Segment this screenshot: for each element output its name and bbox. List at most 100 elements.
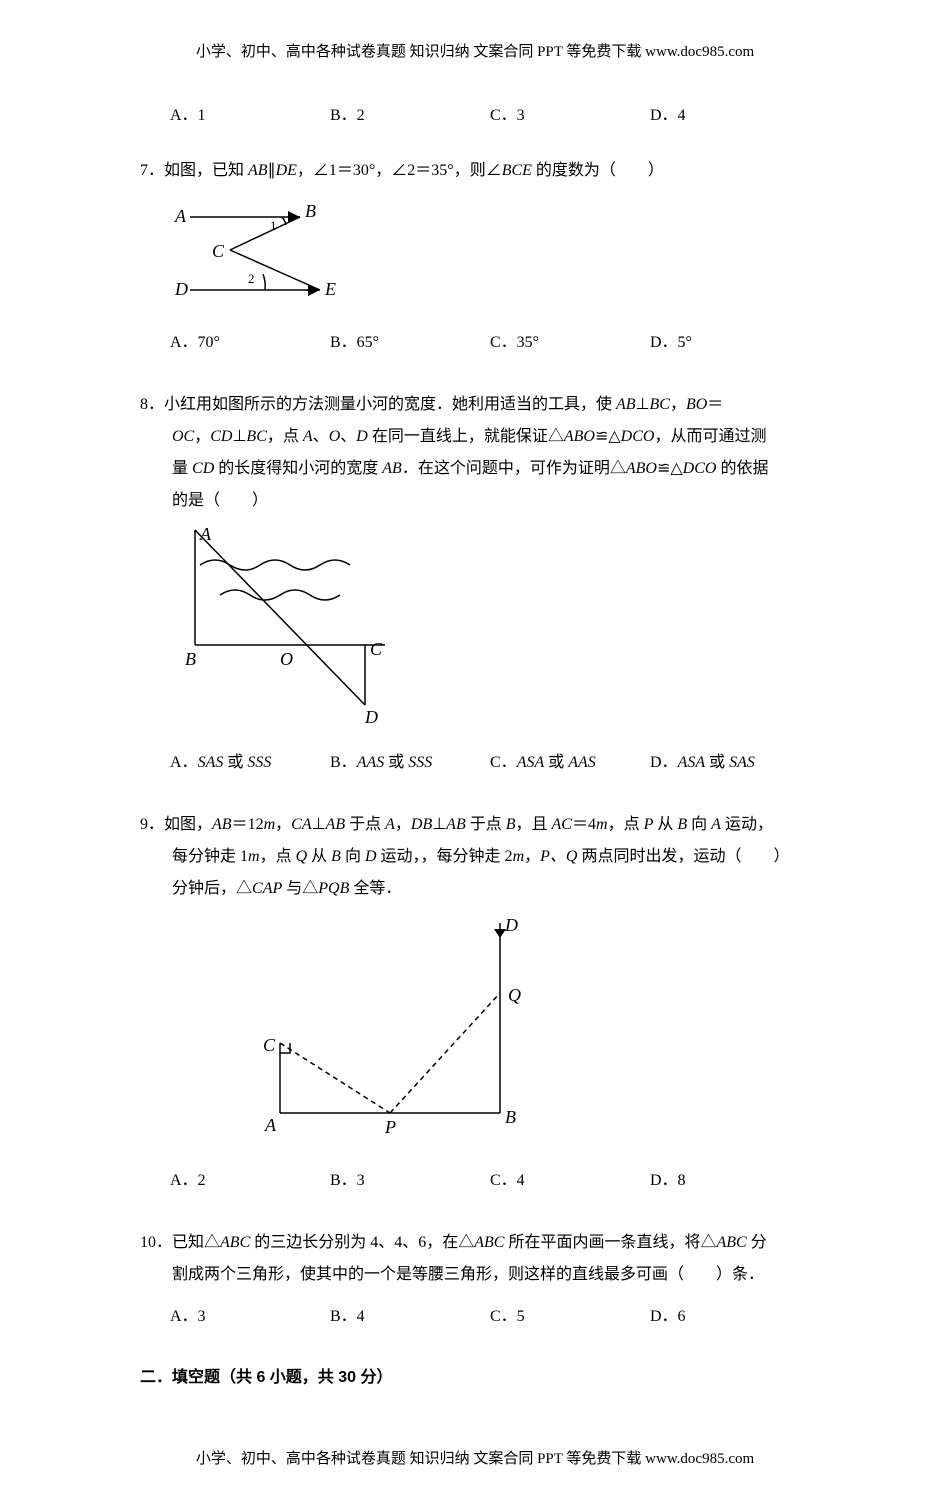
q8-b-label: B．	[330, 754, 357, 771]
q9-a2: A	[711, 816, 721, 833]
q8-svg: A B O C D	[170, 525, 410, 725]
q7-opt-b: B．65°	[330, 327, 490, 359]
q10-opt-d: D．6	[650, 1301, 810, 1333]
svg-text:C: C	[370, 639, 383, 659]
q8-tri: △	[608, 428, 620, 445]
q10-l1mid: 的三边长分别为 4、4、6，在△	[250, 1234, 474, 1251]
q10-opt-b: B．4	[330, 1301, 490, 1333]
q8-ab: AB	[616, 396, 636, 413]
q9-l1tail: 运动，	[721, 816, 773, 833]
q8-asa-d: ASA	[678, 754, 706, 771]
svg-text:B: B	[185, 649, 196, 669]
svg-text:P: P	[384, 1117, 396, 1137]
q8-sas-a: SAS	[198, 754, 224, 771]
q8-oc: OC	[172, 428, 194, 445]
q7-de: DE	[276, 162, 297, 179]
q7-tail: 的度数为（ ）	[532, 162, 664, 179]
q8-l2tail: ，从而可通过测	[654, 428, 766, 445]
q8-l3mid2: ．在这个问题中，可作为证明△	[402, 460, 626, 477]
q9-ac: AC	[552, 816, 572, 833]
q7-options: A．70° B．65° C．35° D．5°	[140, 327, 810, 359]
svg-text:A: A	[264, 1115, 277, 1135]
q8-l1: 8．小红用如图所示的方法测量小河的宽度．她利用适当的工具，使 AB⊥BC，BO＝	[140, 389, 810, 421]
svg-text:A: A	[174, 206, 187, 226]
q9-l3tail: 全等．	[349, 880, 401, 897]
q9-m4: m	[513, 848, 525, 865]
svg-text:B: B	[505, 1107, 516, 1127]
q9-pqb: PQB	[318, 880, 349, 897]
q9-b2: B	[677, 816, 687, 833]
q8-l3: 量 CD 的长度得知小河的宽度 AB．在这个问题中，可作为证明△ABO≌△DCO…	[140, 453, 810, 485]
q9-ab: AB	[212, 816, 232, 833]
q10-l1tail: 分	[747, 1234, 767, 1251]
q8-l3mid: 的长度得知小河的宽度	[214, 460, 382, 477]
q8-sas-d: SAS	[729, 754, 755, 771]
svg-text:E: E	[324, 279, 336, 299]
q10-l1: 10．已知△ABC 的三边长分别为 4、4、6，在△ABC 所在平面内画一条直线…	[140, 1227, 810, 1259]
q9-l1mid3b: ，点	[260, 848, 296, 865]
q8-aas-c: AAS	[568, 754, 596, 771]
q8-opt-c: C．ASA 或 AAS	[490, 747, 650, 779]
q9-l2mid2: ，	[524, 848, 540, 865]
q9-opt-a: A．2	[170, 1165, 330, 1197]
q8-cong: ≌	[595, 428, 608, 445]
q8-c-label: C．	[490, 754, 517, 771]
q9-diagram: A B C D Q P	[260, 913, 810, 1155]
q7-bce: BCE	[502, 162, 532, 179]
q7-opt-a: A．70°	[170, 327, 330, 359]
q8-l3cd: CD	[192, 460, 214, 477]
q6-options: A．1 B．2 C．3 D．4	[140, 101, 810, 125]
q9-p: P	[644, 816, 654, 833]
q8-o: O	[329, 428, 341, 445]
q7-opt-d: D．5°	[650, 327, 810, 359]
q9-ca: CA	[291, 816, 311, 833]
q8-asa-c: ASA	[517, 754, 545, 771]
q7-opt-c: C．35°	[490, 327, 650, 359]
q8-diagram: A B O C D	[170, 525, 810, 737]
q9-perp2: ⊥	[432, 816, 446, 833]
q7: 7．如图，已知 AB∥DE，∠1＝30°，∠2＝35°，则∠BCE 的度数为（ …	[140, 155, 810, 359]
q8-opt-a: A．SAS 或 SSS	[170, 747, 330, 779]
svg-text:B: B	[305, 201, 316, 221]
q10-opt-c: C．5	[490, 1301, 650, 1333]
q9-l1mid3: ，点	[608, 816, 644, 833]
q6-opt-b: B．2	[330, 101, 490, 125]
svg-text:A: A	[199, 525, 212, 544]
q8-eq: ＝	[707, 396, 723, 413]
q9-and: 与△	[282, 880, 318, 897]
q8-bo: BO	[686, 396, 707, 413]
q8-l4: 的是（ ）	[140, 485, 810, 517]
q9-to2: 向	[341, 848, 365, 865]
q9-l1: 9．如图，AB＝12m，CA⊥AB 于点 A，DB⊥AB 于点 B，且 AC＝4…	[140, 809, 810, 841]
q8-sss-b: SSS	[408, 754, 432, 771]
q8-d-label: D．	[650, 754, 678, 771]
q9-b3: B	[331, 848, 341, 865]
svg-text:C: C	[263, 1035, 276, 1055]
q8-dco: DCO	[621, 428, 655, 445]
q9-c1: ，	[275, 816, 291, 833]
q8-l3pre: 量	[172, 460, 192, 477]
q8-l2: OC，CD⊥BC，点 A、O、D 在同一直线上，就能保证△ABO≌△DCO，从而…	[140, 421, 810, 453]
svg-text:C: C	[212, 241, 225, 261]
q9-l2mid: ，每分钟走 2	[421, 848, 513, 865]
q7-diagram: A B C D E 1 2	[170, 195, 810, 317]
q8-c1: ，	[670, 396, 686, 413]
q9-db: DB	[411, 816, 432, 833]
q9-l1mid-b: 于点	[466, 816, 506, 833]
q9-l3pre: 分钟后，△	[172, 880, 252, 897]
q8-l3ab: AB	[382, 460, 402, 477]
section-2-title: 二．填空题（共 6 小题，共 30 分）	[140, 1363, 810, 1387]
page-footer: 小学、初中、高中各种试卷真题 知识归纳 文案合同 PPT 等免费下载 www.d…	[140, 1447, 810, 1468]
q9-opt-d: D．8	[650, 1165, 810, 1197]
q8-tri2: △	[670, 460, 682, 477]
q9-opt-c: C．4	[490, 1165, 650, 1197]
q9-l1pre: 9．如图，	[140, 816, 212, 833]
q8-opt-b: B．AAS 或 SSS	[330, 747, 490, 779]
q9-l2: 每分钟走 1m，点 Q 从 B 向 D 运动，，每分钟走 2m，P、Q 两点同时…	[140, 841, 810, 873]
q9-options: A．2 B．3 C．4 D．8	[140, 1165, 810, 1197]
q8-l2mid: ，点	[267, 428, 303, 445]
q8-abo: ABO	[564, 428, 595, 445]
q9-cap: CAP	[252, 880, 282, 897]
svg-text:D: D	[364, 707, 378, 725]
q10-opt-a: A．3	[170, 1301, 330, 1333]
